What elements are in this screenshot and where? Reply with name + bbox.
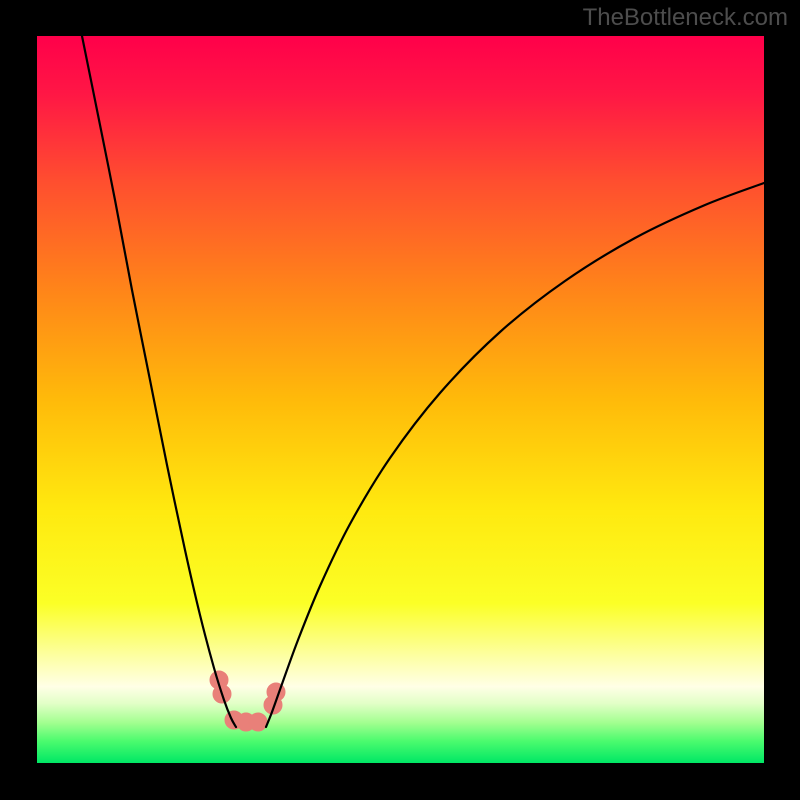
watermark-text: TheBottleneck.com <box>583 4 788 32</box>
plot-gradient <box>37 36 764 763</box>
data-marker <box>249 713 267 731</box>
bottleneck-chart <box>0 0 800 800</box>
chart-container: TheBottleneck.com <box>0 0 800 800</box>
